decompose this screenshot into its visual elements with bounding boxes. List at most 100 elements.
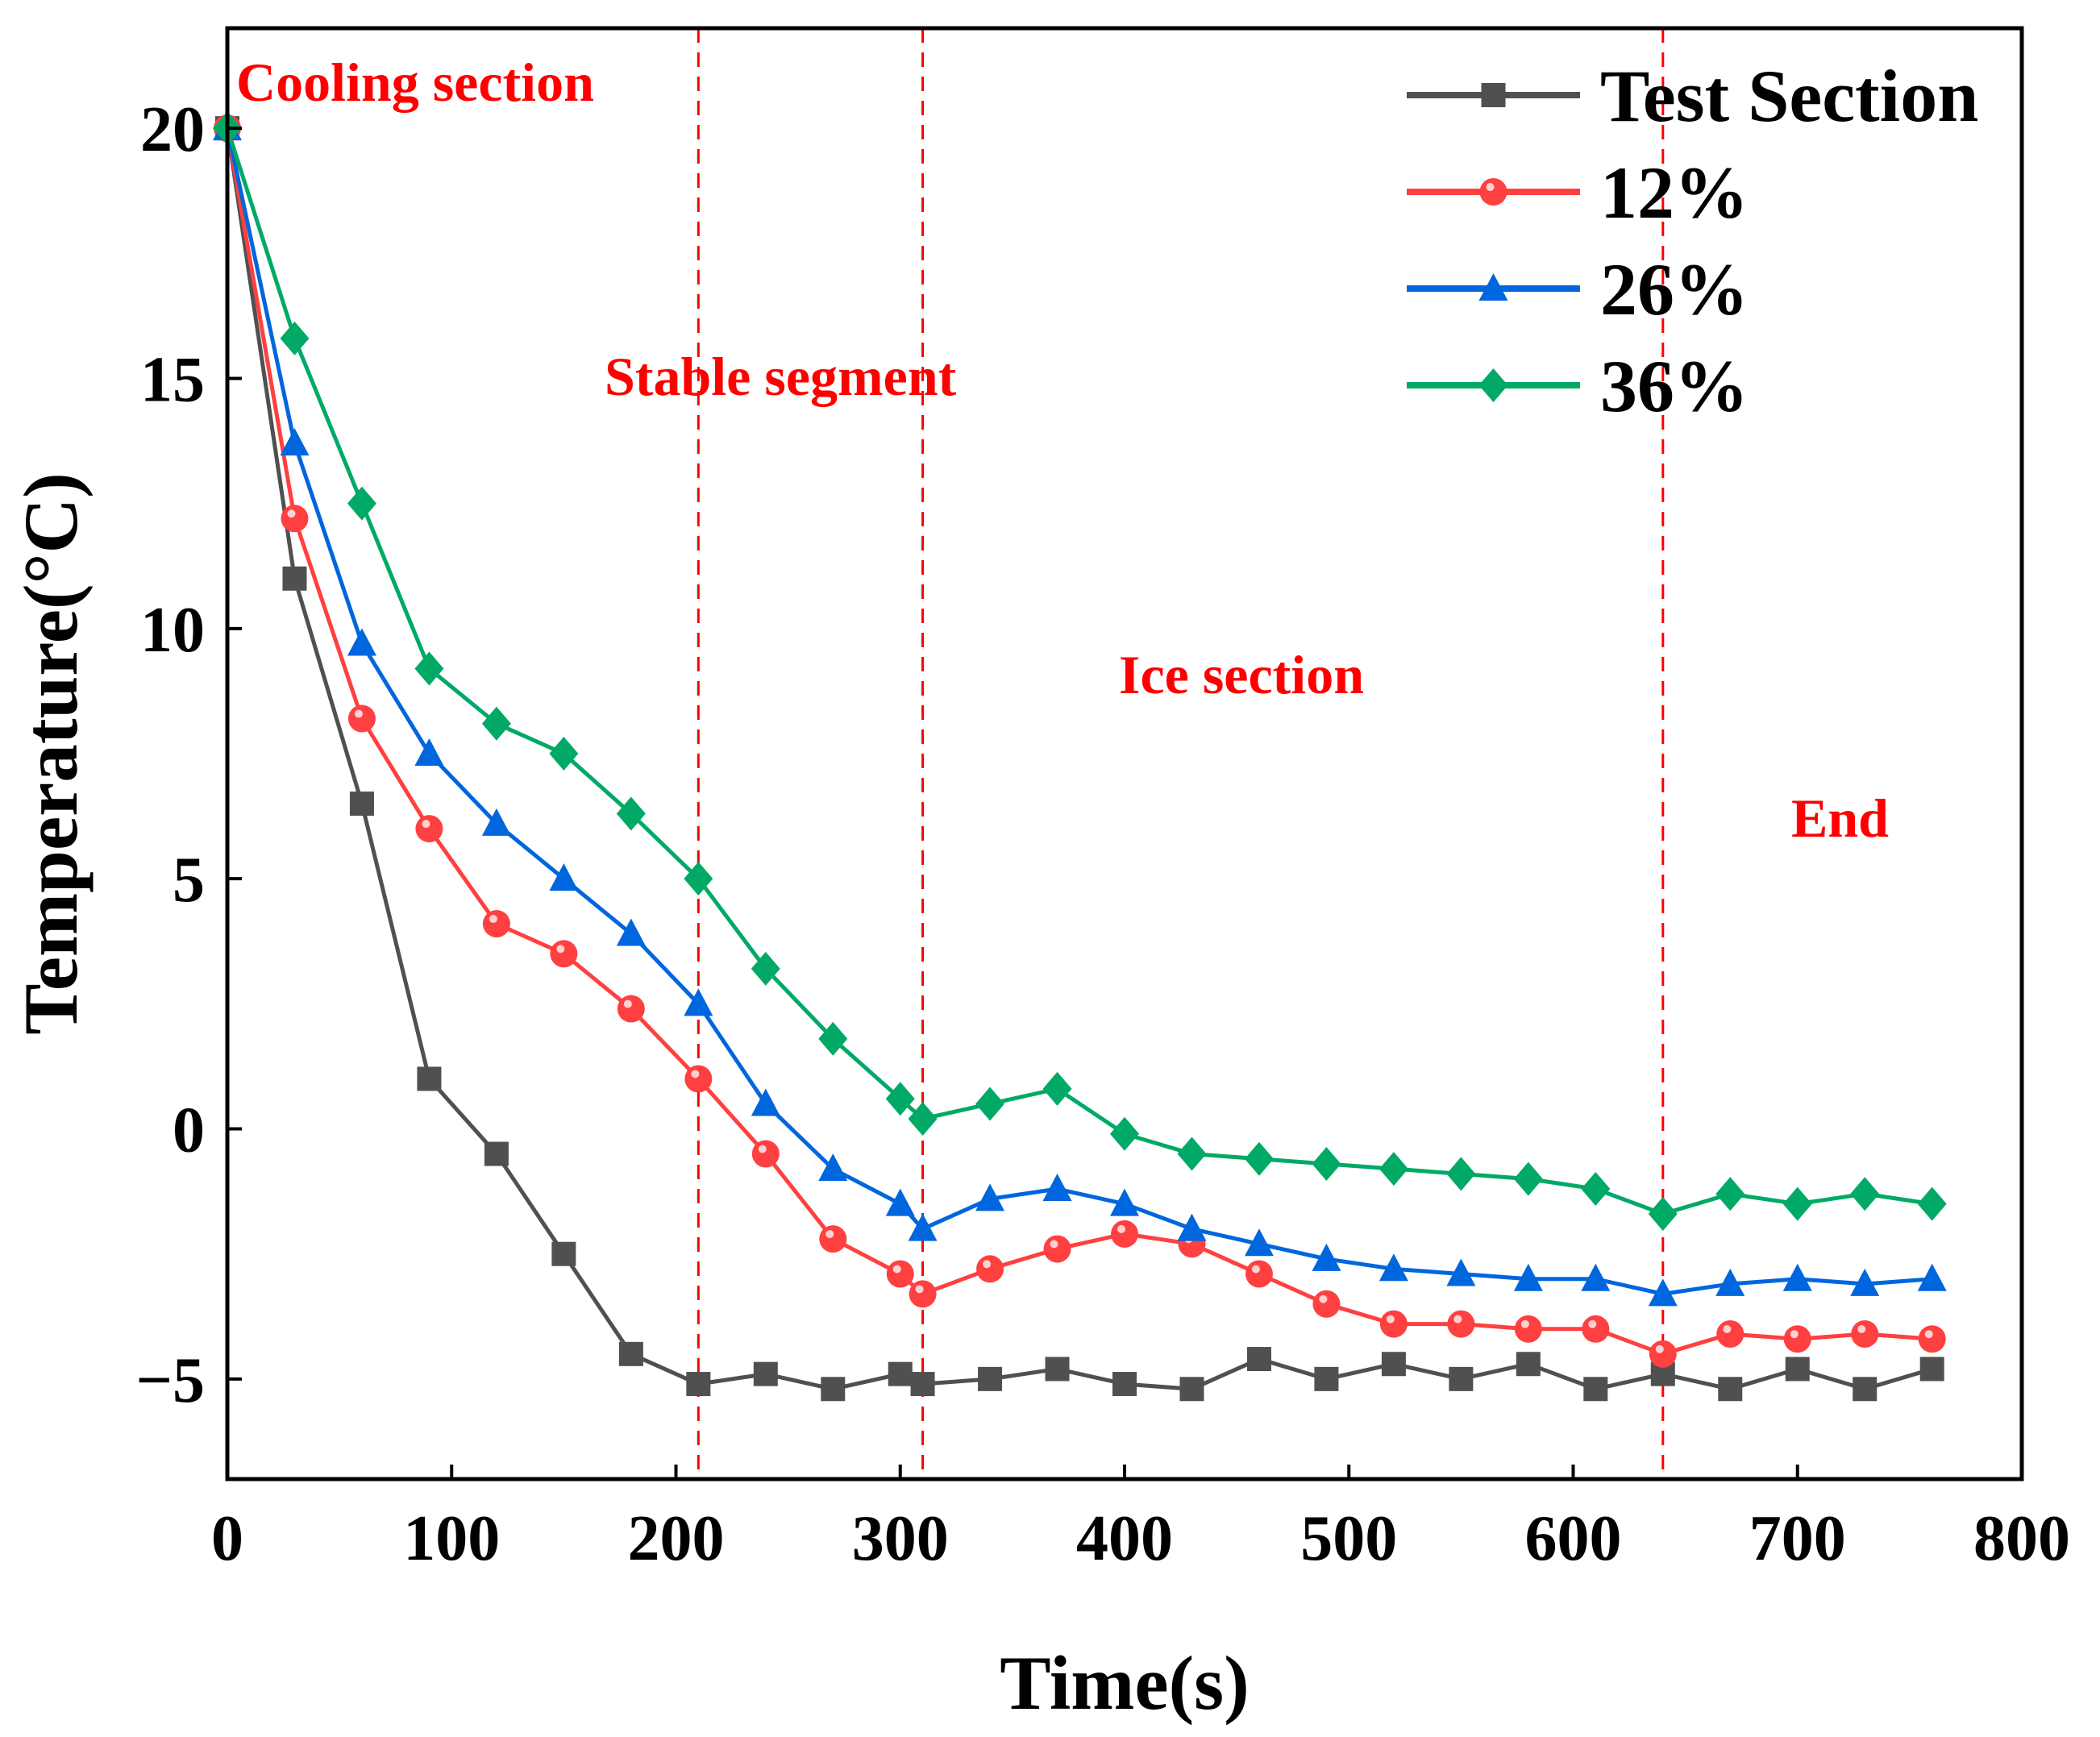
x-tick-label: 100 xyxy=(403,1503,500,1574)
data-point-s1-14-highlight xyxy=(1117,1224,1125,1233)
legend-marker-2 xyxy=(1478,273,1508,301)
data-point-s3-9 xyxy=(818,1021,848,1056)
legend-marker-3 xyxy=(1478,368,1508,402)
y-tick-label: 0 xyxy=(173,1095,205,1166)
data-point-s2-10 xyxy=(885,1188,915,1216)
data-point-s1-23-highlight xyxy=(1723,1325,1732,1333)
data-point-s1-4 xyxy=(482,910,510,938)
data-point-s1-24-highlight xyxy=(1790,1330,1799,1339)
legend-label: 12% xyxy=(1600,152,1749,234)
data-point-s3-24 xyxy=(1782,1186,1812,1221)
y-tick-label: 15 xyxy=(140,344,205,415)
data-point-s2-13 xyxy=(1042,1174,1072,1201)
data-point-s0-12 xyxy=(978,1366,1003,1391)
data-point-s1-24 xyxy=(1783,1325,1811,1353)
data-point-s1-26-highlight xyxy=(1924,1330,1933,1339)
data-point-s1-9-highlight xyxy=(825,1230,834,1239)
data-point-s1-16-highlight xyxy=(1251,1265,1260,1274)
data-point-s2-1 xyxy=(280,428,310,456)
data-point-s1-18 xyxy=(1379,1310,1408,1338)
data-point-s3-20 xyxy=(1513,1161,1543,1196)
x-tick-label: 200 xyxy=(628,1503,725,1574)
data-point-s1-2-highlight xyxy=(354,709,363,718)
data-point-s0-14 xyxy=(1112,1372,1137,1397)
data-point-s1-19-highlight xyxy=(1453,1315,1462,1324)
x-tick-label: 0 xyxy=(211,1503,243,1574)
data-point-s1-25-highlight xyxy=(1857,1325,1866,1333)
data-point-s2-21 xyxy=(1581,1263,1611,1291)
annotation-stable-segment: Stable segment xyxy=(605,346,957,407)
y-axis-title: Temperature(°C) xyxy=(8,472,94,1035)
data-point-s0-3 xyxy=(417,1066,442,1091)
data-point-s0-9 xyxy=(821,1377,846,1402)
data-point-s3-26 xyxy=(1917,1186,1947,1221)
y-tick-label: 20 xyxy=(140,94,205,165)
data-point-s1-17 xyxy=(1312,1290,1341,1318)
data-point-s2-11 xyxy=(908,1213,938,1241)
data-point-s3-25 xyxy=(1850,1177,1880,1211)
x-tick-label: 400 xyxy=(1076,1503,1173,1574)
data-point-s1-20 xyxy=(1514,1315,1542,1343)
data-point-s3-23 xyxy=(1715,1177,1745,1211)
data-point-s1-6-highlight xyxy=(623,999,632,1008)
data-point-s2-25 xyxy=(1850,1268,1880,1296)
data-point-s1-8 xyxy=(751,1140,780,1168)
data-point-s1-11 xyxy=(909,1280,937,1308)
x-tick-label: 800 xyxy=(1973,1503,2070,1574)
data-point-s0-7 xyxy=(686,1372,711,1397)
data-point-s0-15 xyxy=(1179,1377,1204,1402)
data-point-s3-19 xyxy=(1446,1157,1476,1191)
data-point-s0-1 xyxy=(282,566,307,591)
data-point-s0-13 xyxy=(1045,1357,1070,1382)
data-point-s1-8-highlight xyxy=(758,1145,767,1153)
data-point-s2-2 xyxy=(347,628,376,656)
legend-label: Test Section xyxy=(1600,55,1978,137)
x-tick-label: 600 xyxy=(1525,1503,1622,1574)
legend-label: 26% xyxy=(1600,248,1749,330)
data-point-s3-17 xyxy=(1312,1146,1341,1181)
data-point-s3-18 xyxy=(1379,1152,1408,1186)
data-point-s2-23 xyxy=(1715,1268,1745,1296)
data-point-s2-24 xyxy=(1782,1263,1812,1291)
data-point-s0-4 xyxy=(484,1141,509,1166)
data-point-s0-5 xyxy=(551,1241,576,1266)
data-point-s2-14 xyxy=(1110,1188,1139,1216)
data-point-s2-17 xyxy=(1312,1243,1341,1271)
data-point-s0-17 xyxy=(1314,1366,1339,1391)
data-point-s1-19 xyxy=(1447,1310,1475,1338)
x-axis-title: Time(s) xyxy=(1000,1640,1250,1726)
data-point-s1-2 xyxy=(347,704,376,733)
data-point-s0-19 xyxy=(1449,1366,1474,1391)
legend-marker-1 xyxy=(1479,178,1507,206)
data-point-s2-9 xyxy=(818,1153,848,1182)
y-tick-label: 10 xyxy=(140,595,205,666)
data-point-s0-18 xyxy=(1381,1352,1406,1377)
data-point-s3-15 xyxy=(1177,1137,1207,1171)
data-point-s3-2 xyxy=(347,486,376,521)
data-point-s1-4-highlight xyxy=(489,915,497,924)
data-point-s1-21-highlight xyxy=(1588,1319,1597,1328)
data-point-s2-15 xyxy=(1177,1213,1207,1241)
legend-label: 36% xyxy=(1600,345,1749,427)
data-point-s0-2 xyxy=(349,792,374,817)
annotation-ice-section: Ice section xyxy=(1119,644,1364,705)
data-point-s2-26 xyxy=(1917,1263,1947,1291)
data-point-s2-22 xyxy=(1648,1278,1678,1307)
data-point-s1-10 xyxy=(886,1260,914,1288)
data-point-s3-22 xyxy=(1648,1197,1678,1232)
data-point-s2-20 xyxy=(1513,1263,1543,1291)
data-point-s0-11 xyxy=(910,1372,935,1397)
data-point-s3-16 xyxy=(1244,1141,1274,1176)
data-point-s3-21 xyxy=(1581,1172,1611,1206)
annotation-end: End xyxy=(1791,787,1889,849)
data-point-s3-8 xyxy=(751,951,780,986)
data-point-s3-12 xyxy=(975,1087,1005,1121)
data-point-s1-16 xyxy=(1245,1260,1273,1288)
y-tick-label: −5 xyxy=(135,1345,205,1416)
data-point-s2-12 xyxy=(975,1183,1005,1211)
data-point-s1-20-highlight xyxy=(1520,1319,1529,1328)
data-point-s0-8 xyxy=(753,1361,778,1386)
data-point-s1-1 xyxy=(281,505,309,533)
data-point-s1-14 xyxy=(1111,1220,1138,1248)
